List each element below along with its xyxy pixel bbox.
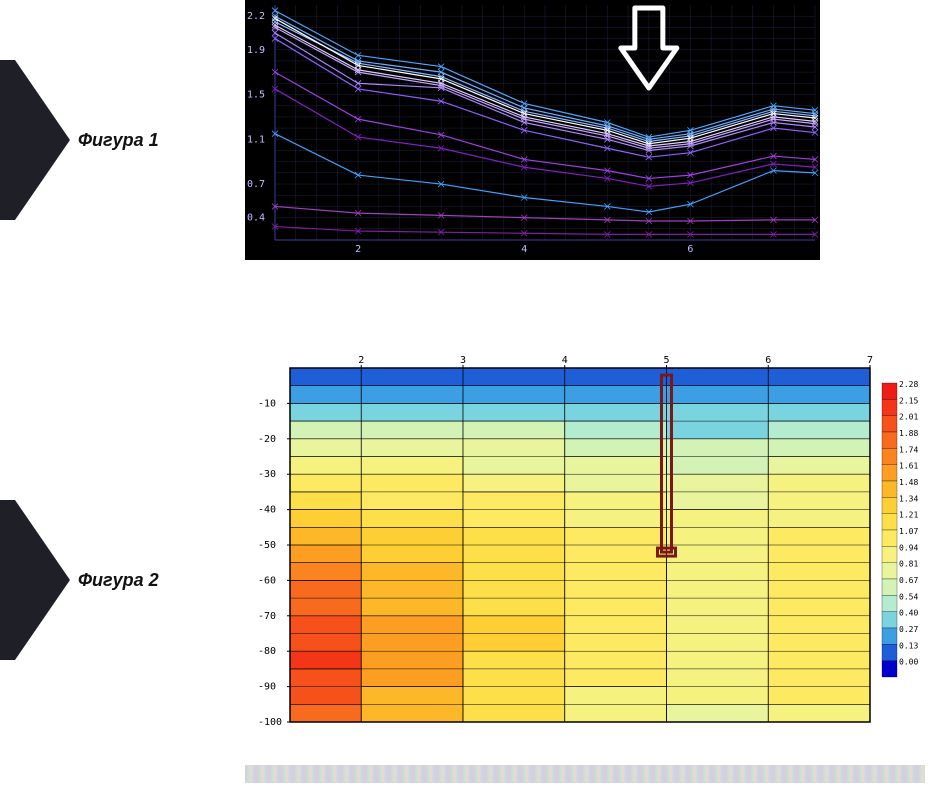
svg-text:7: 7 xyxy=(867,355,873,366)
svg-text:0.67: 0.67 xyxy=(899,576,918,585)
svg-text:4: 4 xyxy=(521,244,527,255)
arrow-shape-1 xyxy=(0,60,70,220)
svg-text:0.81: 0.81 xyxy=(899,560,918,569)
svg-text:1.1: 1.1 xyxy=(247,134,265,145)
svg-text:6: 6 xyxy=(687,244,693,255)
svg-text:-70: -70 xyxy=(258,611,276,622)
svg-text:1.5: 1.5 xyxy=(247,90,265,101)
svg-text:2.28: 2.28 xyxy=(899,380,918,389)
svg-text:2: 2 xyxy=(355,244,361,255)
svg-text:0.94: 0.94 xyxy=(899,543,918,552)
figure1-label-block: Фигура 1 xyxy=(0,60,159,220)
figure2-label: Фигура 2 xyxy=(78,570,159,591)
svg-text:0.00: 0.00 xyxy=(899,658,918,667)
figure2-chart: 2 3 4 5 6 7 -10 -20 -30 -40 -50 -60 -70 -80 -90 -100 2.2… xyxy=(245,350,925,730)
svg-text:2.15: 2.15 xyxy=(899,396,918,405)
svg-text:1.9: 1.9 xyxy=(247,45,265,56)
svg-text:5: 5 xyxy=(663,355,669,366)
svg-text:1.07: 1.07 xyxy=(899,527,918,536)
svg-text:-90: -90 xyxy=(258,682,276,693)
svg-text:-40: -40 xyxy=(258,505,276,516)
svg-text:0.13: 0.13 xyxy=(899,641,918,650)
svg-text:1.88: 1.88 xyxy=(899,429,918,438)
figure1-chart: 0.4 0.7 1.1 1.5 1.9 2.2 2 4 6 xyxy=(245,0,820,260)
svg-text:1.61: 1.61 xyxy=(899,462,918,471)
svg-text:-60: -60 xyxy=(258,575,276,586)
arrow-shape-2 xyxy=(0,500,70,660)
svg-text:6: 6 xyxy=(765,355,771,366)
svg-text:0.7: 0.7 xyxy=(247,179,265,190)
noise-strip xyxy=(245,765,925,783)
svg-text:0.4: 0.4 xyxy=(247,213,265,224)
svg-text:2.2: 2.2 xyxy=(247,11,265,22)
svg-text:1.34: 1.34 xyxy=(899,494,918,503)
svg-text:-20: -20 xyxy=(258,434,276,445)
svg-text:0.27: 0.27 xyxy=(899,625,918,634)
svg-text:0.54: 0.54 xyxy=(899,592,918,601)
svg-text:1.74: 1.74 xyxy=(899,445,918,454)
svg-text:-80: -80 xyxy=(258,646,276,657)
svg-text:2: 2 xyxy=(358,355,364,366)
svg-text:-50: -50 xyxy=(258,540,276,551)
svg-text:2.01: 2.01 xyxy=(899,413,918,422)
svg-text:1.21: 1.21 xyxy=(899,511,918,520)
svg-text:4: 4 xyxy=(562,355,568,366)
svg-text:-100: -100 xyxy=(258,717,282,728)
svg-text:3: 3 xyxy=(460,355,466,366)
svg-text:1.48: 1.48 xyxy=(899,478,918,487)
svg-text:-30: -30 xyxy=(258,469,276,480)
svg-text:-10: -10 xyxy=(258,398,276,409)
figure1-label: Фигура 1 xyxy=(78,130,159,151)
svg-text:0.40: 0.40 xyxy=(899,609,918,618)
figure2-label-block: Фигура 2 xyxy=(0,500,159,660)
